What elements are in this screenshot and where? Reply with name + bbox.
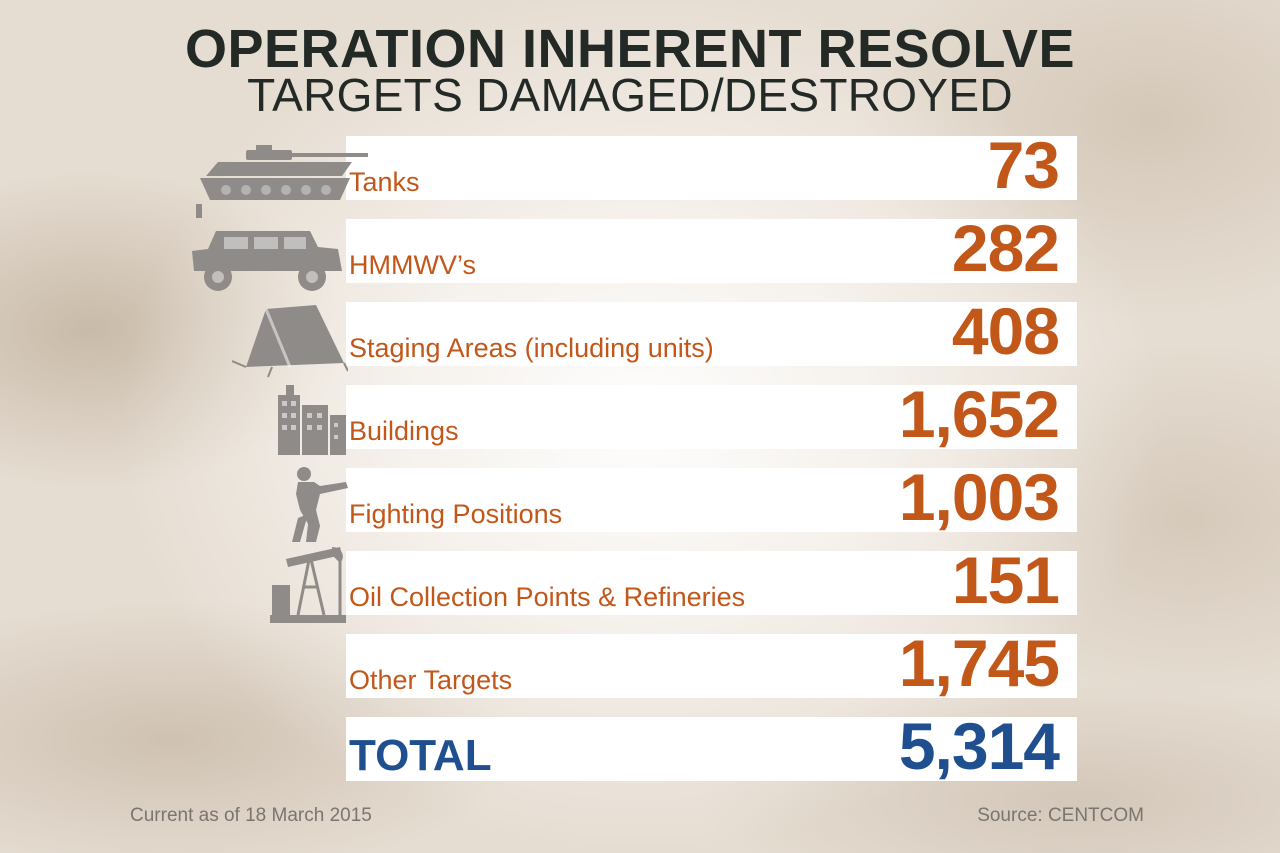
buildings-icon bbox=[278, 385, 348, 455]
table-row-hmmwvs: HMMWV’s 282 bbox=[346, 211, 1077, 285]
table-row-oil-collection: Oil Collection Points & Refineries 151 bbox=[346, 543, 1077, 617]
table-row-other-targets: Other Targets 1,745 bbox=[346, 626, 1077, 700]
oil-pump-icon bbox=[270, 545, 346, 623]
row-value: 73 bbox=[987, 128, 1060, 202]
footer-source: Source: CENTCOM bbox=[977, 805, 1144, 826]
table-row-total: TOTAL 5,314 bbox=[346, 709, 1077, 783]
row-value: 1,003 bbox=[898, 460, 1060, 534]
total-value: 5,314 bbox=[898, 709, 1060, 783]
tent-icon bbox=[232, 303, 348, 379]
row-value: 1,745 bbox=[898, 626, 1060, 700]
row-value: 282 bbox=[951, 211, 1060, 285]
humvee-icon bbox=[188, 227, 346, 293]
footer-date: Current as of 18 March 2015 bbox=[130, 805, 372, 826]
chart-subtitle: TARGETS DAMAGED/DESTROYED bbox=[247, 69, 1013, 121]
row-value: 1,652 bbox=[898, 377, 1060, 451]
row-value: 408 bbox=[951, 294, 1060, 368]
tank-icon bbox=[196, 142, 376, 218]
total-label: TOTAL bbox=[349, 731, 492, 780]
table-row-fighting-positions: Fighting Positions 1,003 bbox=[346, 460, 1077, 534]
row-label: Tanks bbox=[349, 167, 420, 197]
row-label: Staging Areas (including units) bbox=[349, 333, 714, 363]
row-label: Fighting Positions bbox=[349, 499, 563, 529]
table-row-buildings: Buildings 1,652 bbox=[346, 377, 1077, 451]
table-row-staging-areas: Staging Areas (including units) 408 bbox=[346, 294, 1077, 368]
row-label: Other Targets bbox=[349, 665, 513, 695]
row-label: Oil Collection Points & Refineries bbox=[349, 582, 746, 612]
row-value: 151 bbox=[951, 543, 1060, 617]
row-label: Buildings bbox=[349, 416, 459, 446]
table-row-tanks: Tanks 73 bbox=[346, 128, 1077, 202]
chart-title: OPERATION INHERENT RESOLVE bbox=[184, 19, 1076, 79]
row-label: HMMWV’s bbox=[349, 250, 476, 280]
soldier-icon bbox=[290, 466, 354, 544]
